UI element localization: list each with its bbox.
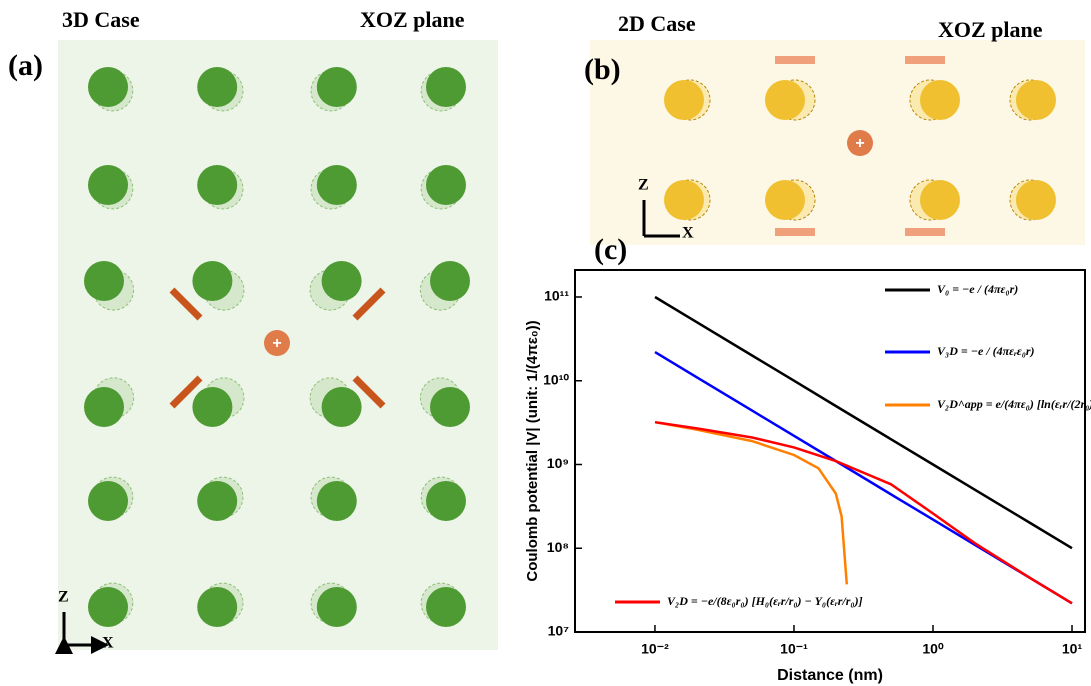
- axis-z: Z: [638, 177, 649, 194]
- y-tick-label: 10¹¹: [544, 288, 569, 304]
- page: {"panels": { "a": {"label": "(a)", "titl…: [0, 0, 1091, 686]
- atom: [322, 261, 362, 301]
- atom: [197, 67, 237, 107]
- atom: [426, 587, 466, 627]
- atom: [317, 165, 357, 205]
- axis-z: Z: [58, 589, 69, 606]
- atom: [430, 261, 470, 301]
- atom: [765, 180, 805, 220]
- legend-label: V₂D = −e/(8ε₀r₀) [H₀(εᵣr/r₀) − Y₀(εᵣr/r₀…: [667, 594, 863, 608]
- atom: [1016, 180, 1056, 220]
- atom: [88, 165, 128, 205]
- atom: [197, 587, 237, 627]
- chart: 10⁻² 10⁻¹ 10⁰ 10¹ 10⁷ 10⁸ 10⁹ 10¹⁰ 10¹¹ Distance …: [524, 270, 1091, 684]
- panel-title: 3D Case: [62, 7, 140, 32]
- atom: [426, 481, 466, 521]
- atom: [192, 261, 232, 301]
- y-tick-label: 10⁸: [547, 539, 569, 555]
- axis-x: X: [682, 225, 694, 242]
- panel-label: (a): [8, 49, 43, 82]
- series-line: [655, 297, 1072, 548]
- series-line: [655, 422, 1072, 603]
- atom: [84, 387, 124, 427]
- atom: [1016, 80, 1056, 120]
- atom: [920, 180, 960, 220]
- atom: [765, 80, 805, 120]
- x-tick-label: 10⁻¹: [780, 641, 808, 657]
- atom: [430, 387, 470, 427]
- atom: [88, 67, 128, 107]
- panel-label: (c): [594, 233, 627, 266]
- atom: [920, 80, 960, 120]
- atom: [664, 180, 704, 220]
- y-tick-label: 10⁹: [547, 455, 569, 471]
- legend-label: V₃D = −e / (4πεᵣε₀r): [937, 344, 1035, 358]
- panel-title: 2D Case: [618, 11, 696, 36]
- atom: [322, 387, 362, 427]
- series-line: [655, 422, 847, 584]
- atom: [317, 481, 357, 521]
- panel-plane: XOZ plane: [360, 7, 465, 32]
- atom: [192, 387, 232, 427]
- panel-b-background: [590, 40, 1085, 245]
- atom: [197, 481, 237, 521]
- atom: [84, 261, 124, 301]
- x-tick-label: 10⁰: [922, 641, 944, 657]
- panel-label: (b): [584, 53, 621, 86]
- axis-x: X: [102, 635, 114, 652]
- atom: [426, 67, 466, 107]
- figure: + + 3D Case XOZ plane (a) Z X 2D Case XOZ…: [0, 0, 1091, 686]
- x-axis-label: Distance (nm): [777, 667, 883, 684]
- atom: [317, 67, 357, 107]
- charge-sign: +: [272, 335, 281, 352]
- y-axis-label: Coulomb potential |V| (unit: 1/(4πε₀)): [524, 320, 541, 581]
- legend-label: V₂D^app = e/(4πε₀) [ln(εᵣr/(2r₀)) + γ]: [937, 397, 1091, 411]
- plot-frame: [575, 270, 1085, 632]
- atom: [88, 587, 128, 627]
- x-tick-label: 10⁻²: [641, 641, 669, 657]
- atom: [197, 165, 237, 205]
- panel-plane: XOZ plane: [938, 17, 1043, 42]
- legend-label: V₀ = −e / (4πε₀r): [937, 282, 1018, 296]
- atom: [317, 587, 357, 627]
- y-tick-label: 10¹⁰: [543, 371, 569, 387]
- atom: [664, 80, 704, 120]
- charge-sign: +: [855, 135, 864, 152]
- x-tick-label: 10¹: [1062, 641, 1083, 657]
- y-tick-label: 10⁷: [548, 623, 570, 639]
- atom: [426, 165, 466, 205]
- atom: [88, 481, 128, 521]
